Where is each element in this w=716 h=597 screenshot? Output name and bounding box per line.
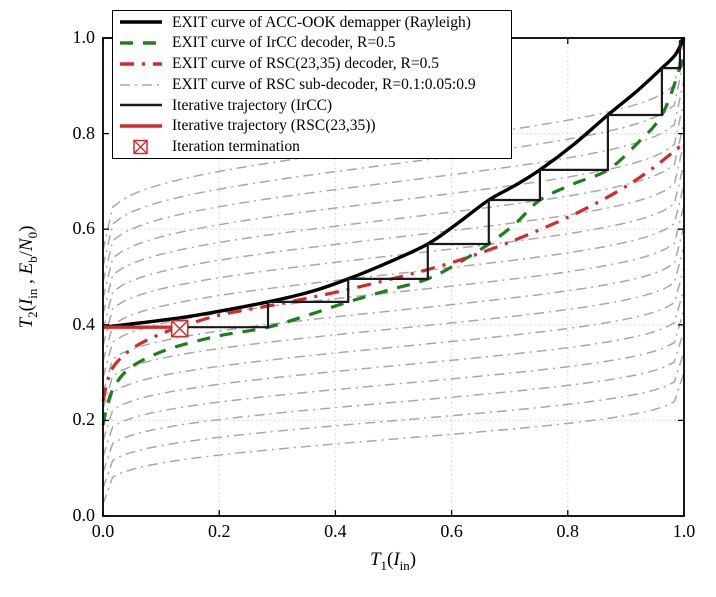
legend-label: EXIT curve of ACC-OOK demapper (Rayleigh… xyxy=(172,13,471,31)
x-tick-label: 0.4 xyxy=(324,521,347,541)
rsc-sub-decoder-curve xyxy=(102,372,685,505)
x-tick-label: 0.0 xyxy=(91,521,115,541)
y-axis-label: T2(Iin , Eb/N0) xyxy=(16,225,40,329)
legend-label: Iterative trajectory (RSC(23,35)) xyxy=(172,117,376,135)
rsc-sub-decoder-curve xyxy=(102,246,685,410)
legend-item-trajectory-rsc: Iterative trajectory (RSC(23,35)) xyxy=(113,117,511,136)
rsc-sub-decoder-curve xyxy=(102,309,685,457)
rsc-sub-decoder-curve xyxy=(102,58,685,267)
y-tick-label: 0.6 xyxy=(72,218,96,239)
legend-label: EXIT curve of RSC(23,35) decoder, R=0.5 xyxy=(172,55,439,72)
legend-line-sample xyxy=(120,41,162,45)
rsc-sub-decoder-curve xyxy=(102,330,685,473)
iterative-trajectory-ircc xyxy=(103,37,685,329)
legend-item-trajectory-ircc: Iterative trajectory (IrCC) xyxy=(113,96,511,115)
rsc-decoder-exit-curve xyxy=(101,141,685,402)
rsc-sub-decoder-curve xyxy=(102,121,685,315)
rsc-sub-decoder-curve xyxy=(102,351,685,489)
y-tick-label: 0.0 xyxy=(72,505,96,525)
y-tick-label: 0.8 xyxy=(72,122,96,143)
legend-item-termination: Iteration termination xyxy=(113,137,511,156)
rsc-sub-decoder-curve xyxy=(102,100,685,299)
x-tick-label: 0.8 xyxy=(556,521,580,541)
legend-label: Iterative trajectory (IrCC) xyxy=(172,96,333,114)
rsc-sub-decoder-curve xyxy=(102,288,685,442)
legend-label: EXIT curve of IrCC decoder, R=0.5 xyxy=(172,34,396,52)
legend-item-sub-decoder: EXIT curve of RSC sub-decoder, R=0.1:0.0… xyxy=(113,75,511,94)
x-axis-label: T1(Iin) xyxy=(369,549,417,573)
rsc-sub-decoder-curve xyxy=(102,163,685,346)
legend-item-rsc-decoder: EXIT curve of RSC(23,35) decoder, R=0.5 xyxy=(113,54,511,73)
y-tick-label: 0.2 xyxy=(72,409,96,430)
legend-line-sample xyxy=(120,104,162,107)
rsc-sub-decoder-curve xyxy=(102,79,685,283)
legend-item-demapper: EXIT curve of ACC-OOK demapper (Rayleigh… xyxy=(113,13,511,32)
x-tick-label: 0.6 xyxy=(440,521,463,541)
rsc-sub-decoder-curve xyxy=(102,226,685,394)
rsc-sub-decoder-curve xyxy=(102,267,685,425)
ircc-decoder-exit-curve xyxy=(101,54,686,426)
y-tick-label: 1.0 xyxy=(72,27,96,47)
rsc-sub-decoder-curve xyxy=(102,205,685,378)
legend-line-sample xyxy=(120,62,162,66)
iteration-termination-icon xyxy=(133,139,148,154)
legend-line-sample xyxy=(120,20,162,25)
rsc-sub-decoder-curve xyxy=(102,142,685,331)
x-tick-label: 0.2 xyxy=(207,521,231,541)
legend-item-ircc-decoder: EXIT curve of IrCC decoder, R=0.5 xyxy=(113,34,511,53)
legend-line-sample xyxy=(120,124,162,128)
iteration-termination-marker xyxy=(171,320,189,338)
legend-line-sample xyxy=(120,83,162,86)
rsc-sub-decoder-curve xyxy=(102,184,685,362)
x-tick-label: 1.0 xyxy=(672,521,696,541)
legend-label: EXIT curve of RSC sub-decoder, R=0.1:0.0… xyxy=(172,75,476,93)
legend: EXIT curve of ACC-OOK demapper (Rayleigh… xyxy=(112,10,512,159)
demapper-exit-curve xyxy=(102,37,686,329)
y-tick-label: 0.4 xyxy=(72,313,96,334)
legend-label: Iteration termination xyxy=(172,138,300,155)
